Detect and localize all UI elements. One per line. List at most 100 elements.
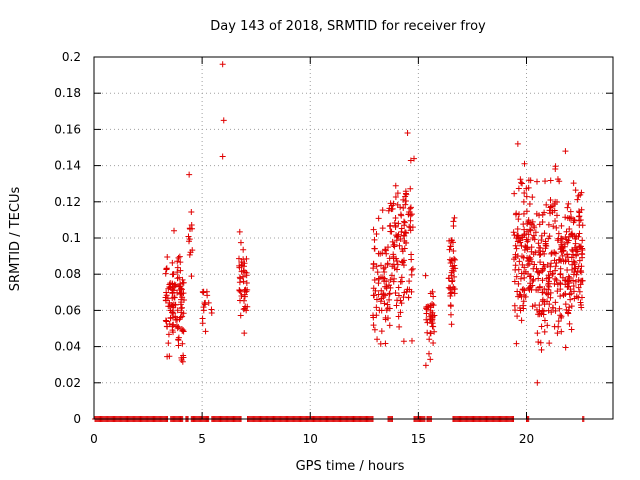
data-point (520, 198, 527, 205)
data-point (388, 272, 395, 279)
data-point (243, 279, 250, 286)
data-point (392, 182, 399, 189)
data-point (521, 226, 528, 233)
data-point (188, 222, 195, 229)
data-point (384, 244, 391, 251)
outlier-point (534, 379, 541, 386)
data-point (375, 215, 382, 222)
data-point (163, 292, 170, 299)
outlier-point (562, 148, 569, 155)
data-point (405, 294, 412, 301)
data-point (529, 303, 536, 310)
data-point (393, 302, 400, 309)
data-point (557, 293, 564, 300)
x-tick-label: 0 (90, 432, 98, 446)
data-point (513, 273, 520, 280)
y-tick-label: 0.06 (54, 303, 81, 317)
data-point (448, 289, 455, 296)
data-point (381, 300, 388, 307)
data-point (422, 362, 429, 369)
data-point (520, 298, 527, 305)
data-point (236, 287, 243, 294)
data-point (165, 331, 172, 338)
data-point (552, 307, 559, 314)
data-point (374, 336, 381, 343)
data-point (411, 155, 418, 162)
data-point (448, 321, 455, 328)
data-point (573, 251, 580, 258)
data-point (539, 298, 546, 305)
data-point (565, 237, 572, 244)
data-point (400, 232, 407, 239)
y-tick-label: 0.04 (54, 340, 81, 354)
data-point (568, 230, 575, 237)
data-point (376, 307, 383, 314)
y-axis-label: SRMTID / TECUs (8, 187, 23, 292)
data-point (178, 285, 185, 292)
data-point (556, 305, 563, 312)
data-point (558, 328, 565, 335)
data-point (384, 261, 391, 268)
data-point (561, 240, 568, 247)
data-point (555, 318, 562, 325)
data-point (557, 312, 564, 319)
data-point (391, 265, 398, 272)
data-point (175, 323, 182, 330)
data-point (447, 260, 454, 267)
data-point (237, 312, 244, 319)
data-point (538, 346, 545, 353)
data-point (427, 330, 434, 337)
data-point (566, 225, 573, 232)
data-point (564, 251, 571, 258)
data-point (373, 296, 380, 303)
data-point (560, 248, 567, 255)
data-point (408, 271, 415, 278)
data-point (537, 244, 544, 251)
data-point (568, 303, 575, 310)
data-point (407, 157, 414, 164)
data-point (377, 250, 384, 257)
data-point (535, 269, 542, 276)
data-point (392, 215, 399, 222)
data-point (553, 224, 560, 231)
data-point (395, 231, 402, 238)
data-point (570, 258, 577, 265)
data-point (178, 325, 185, 332)
data-point (520, 286, 527, 293)
data-point (547, 204, 554, 211)
y-tick-label: 0.02 (54, 376, 81, 390)
data-point (526, 273, 533, 280)
data-point (539, 277, 546, 284)
data-point (570, 282, 577, 289)
data-point (574, 196, 581, 203)
data-point (430, 340, 437, 347)
data-point (402, 239, 409, 246)
data-point (406, 278, 413, 285)
data-point (174, 307, 181, 314)
y-tick-label: 0.08 (54, 267, 81, 281)
data-point (579, 277, 586, 284)
data-point (398, 225, 405, 232)
outlier-point (186, 171, 193, 178)
data-point (516, 304, 523, 311)
data-point (526, 254, 533, 261)
data-point (390, 242, 397, 249)
data-point (238, 293, 245, 300)
data-point (447, 290, 454, 297)
data-point (175, 342, 182, 349)
data-point (375, 275, 382, 282)
data-point (519, 234, 526, 241)
data-point (562, 344, 569, 351)
data-point (567, 296, 574, 303)
data-point (537, 339, 544, 346)
data-point (573, 271, 580, 278)
data-point (569, 266, 576, 273)
data-point (402, 197, 409, 204)
data-point (535, 338, 542, 345)
data-point (526, 260, 533, 267)
data-point (395, 313, 402, 320)
data-point (541, 285, 548, 292)
data-point (243, 255, 250, 262)
data-point (180, 327, 187, 334)
data-point (565, 273, 572, 280)
